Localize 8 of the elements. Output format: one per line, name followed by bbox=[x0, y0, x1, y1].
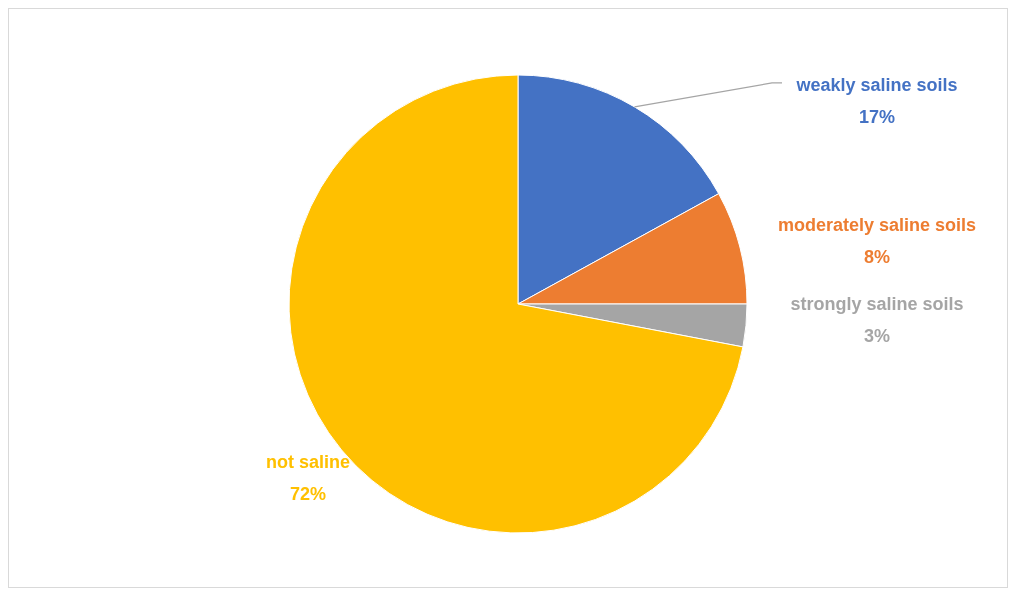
slice-label: not saline bbox=[266, 452, 351, 473]
slice-label: weakly saline soils bbox=[795, 74, 958, 95]
data-label: 3% bbox=[863, 325, 891, 346]
slice-label: moderately saline soils bbox=[777, 215, 977, 236]
slice-label: strongly saline soils bbox=[790, 293, 964, 314]
data-label: 72% bbox=[290, 484, 327, 505]
data-label: 17% bbox=[858, 106, 896, 127]
data-label: 8% bbox=[863, 247, 891, 268]
